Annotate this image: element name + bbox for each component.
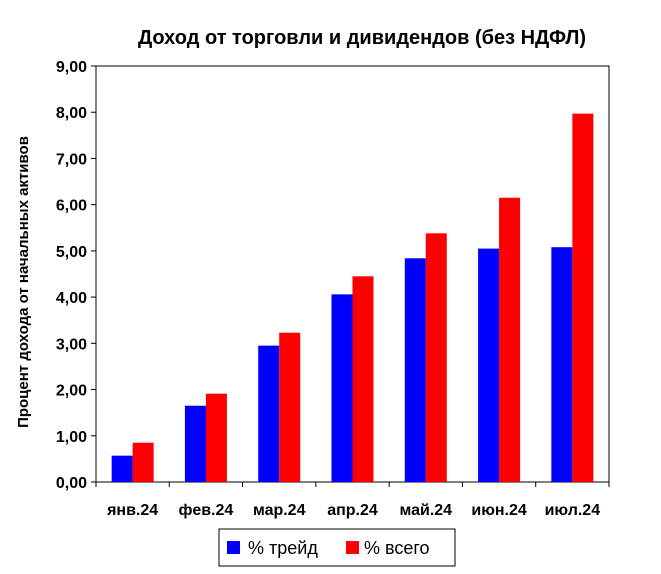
bar-trade <box>551 247 573 482</box>
x-tick-label: апр.24 <box>327 502 378 519</box>
bar-trade <box>184 405 206 482</box>
y-axis: 0,00 1,00 2,00 3,00 4,00 5,00 6,00 7,00 8,00 9,00 <box>56 59 96 492</box>
chart-title: Доход от торговли и дивидендов (без НДФЛ… <box>138 27 586 49</box>
y-tick-label: 1,00 <box>56 429 87 446</box>
bar-trade <box>331 294 353 482</box>
y-tick-label: 3,00 <box>56 336 87 353</box>
y-axis-label: Процент дохода от начальных активов <box>15 136 32 428</box>
y-tick-label: 2,00 <box>56 383 87 400</box>
bar-total <box>425 233 447 482</box>
y-tick-label: 6,00 <box>56 198 87 215</box>
bar-total <box>572 113 594 482</box>
y-tick-label: 8,00 <box>56 105 87 122</box>
x-axis: янв.24 фев.24 мар.24 апр.24 май.24 июн.24 июл.… <box>95 482 610 519</box>
bar-total <box>279 332 301 482</box>
legend-label: % всего <box>364 538 430 558</box>
legend: % трейд % всего <box>218 528 456 567</box>
y-tick-label: 4,00 <box>56 290 87 307</box>
bar-total <box>205 393 227 482</box>
bar-total <box>499 197 521 482</box>
legend-swatch <box>346 541 359 554</box>
y-tick-label: 0,00 <box>56 475 87 492</box>
bar-total <box>352 276 374 482</box>
legend-label: % трейд <box>248 538 318 558</box>
bar-trade <box>478 248 500 482</box>
bar-trade <box>258 345 280 482</box>
x-tick-label: мар.24 <box>253 502 306 519</box>
bar-trade <box>111 455 133 482</box>
x-tick-label: янв.24 <box>106 502 158 519</box>
x-tick-label: июл.24 <box>545 502 601 519</box>
y-tick-label: 9,00 <box>56 59 87 76</box>
bar-total <box>132 442 154 482</box>
legend-box <box>218 528 456 567</box>
y-tick-label: 7,00 <box>56 151 87 168</box>
x-tick-label: июн.24 <box>471 502 527 519</box>
bars-group <box>111 113 594 482</box>
bar-trade <box>404 258 426 482</box>
y-tick-label: 5,00 <box>56 244 87 261</box>
x-tick-label: фев.24 <box>179 502 234 519</box>
x-tick-label: май.24 <box>399 502 452 519</box>
legend-swatch <box>227 541 240 554</box>
